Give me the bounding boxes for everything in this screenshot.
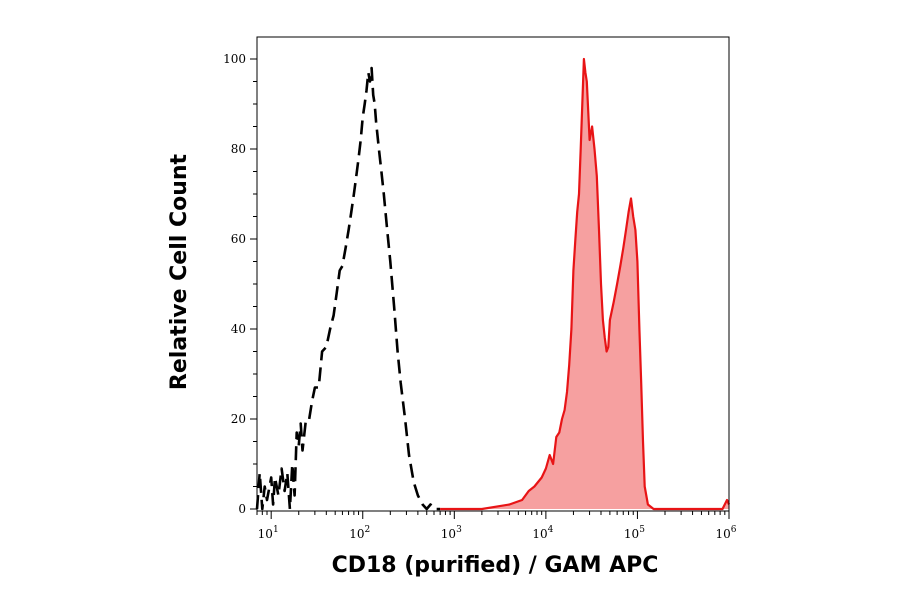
y-tick-label: 60: [231, 232, 246, 246]
series-2-line: [440, 57, 731, 511]
axes: 0 20 40 60 80 100 101 102 103 104 105 106: [223, 36, 737, 541]
y-tick-label: 40: [231, 322, 246, 336]
y-tick-label: 0: [238, 502, 246, 516]
y-tick-label: 100: [223, 52, 246, 66]
x-tick-label: 103: [441, 525, 462, 541]
y-tick-label: 80: [231, 142, 246, 156]
x-tick-label: 106: [715, 525, 736, 541]
series-1-line: [255, 66, 441, 511]
x-tick-label: 102: [349, 525, 370, 541]
plot-frame: [256, 36, 730, 512]
x-axis-title: CD18 (purified) / GAM APC: [332, 553, 659, 578]
y-tick-label: 20: [231, 412, 246, 426]
x-tick-label: 104: [532, 525, 553, 541]
x-tick-label: 105: [624, 525, 645, 541]
x-tick-label: 101: [258, 525, 279, 541]
series-2-fill: [440, 59, 729, 509]
plot-area: [255, 57, 731, 511]
y-axis-title: Relative Cell Count: [167, 153, 192, 390]
